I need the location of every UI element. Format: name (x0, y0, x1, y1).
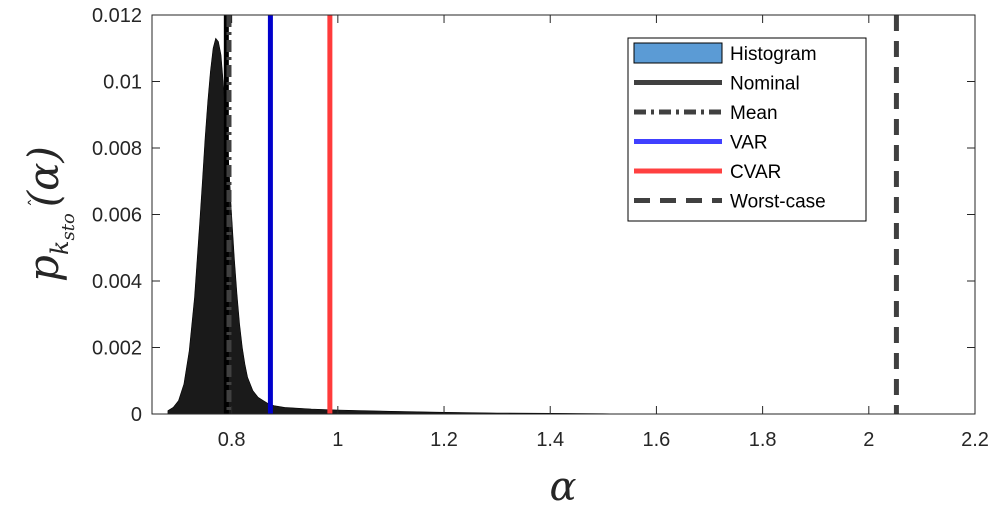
svg-text:pksto(α): pksto (α) (19, 146, 79, 282)
x-tick-label: 2 (863, 429, 874, 451)
y-label-arg: (α) (19, 146, 68, 207)
y-axis-label: pksto (α) ˆ (19, 146, 79, 282)
x-axis-label: α (549, 464, 576, 510)
legend-label-var: VAR (730, 133, 768, 154)
legend-label-histogram: Histogram (730, 44, 817, 65)
histogram-area (167, 37, 625, 415)
y-tick-label: 0.012 (92, 5, 142, 27)
plot-area: 0.8 1 1.2 1.4 1.6 1.8 2 2.2 0 0.002 0.004 0.006 0.0… (92, 5, 989, 451)
legend-box (627, 37, 867, 222)
legend-label-worst-case: Worst-case (730, 192, 826, 213)
y-tick-label: 0 (131, 404, 142, 426)
x-tick-label: 1 (332, 429, 343, 451)
y-tick-label: 0.004 (92, 271, 142, 293)
x-axis: 0.8 1 1.2 1.4 1.6 1.8 2 2.2 (218, 15, 989, 451)
y-tick-label: 0.008 (92, 138, 142, 160)
y-label-hat: k (46, 241, 74, 256)
y-label-base: p (19, 255, 68, 282)
legend-swatch-histogram (633, 42, 723, 64)
y-tick-label: 0.002 (92, 338, 142, 360)
y-tick-label: 0.006 (92, 205, 142, 227)
x-tick-label: 0.8 (218, 429, 246, 451)
x-tick-label: 1.2 (430, 429, 458, 451)
x-tick-label: 1.4 (536, 429, 564, 451)
y-axis: 0 0.002 0.004 0.006 0.008 0.01 0.012 (92, 5, 975, 426)
y-tick-label: 0.01 (103, 72, 142, 94)
x-tick-label: 1.8 (749, 429, 777, 451)
legend: Histogram Nominal Mean VAR CVAR Worst-case (627, 37, 867, 222)
y-label-hat-mark: ˆ (26, 198, 47, 207)
y-label-sub: sto (58, 213, 79, 240)
legend-label-nominal: Nominal (730, 74, 800, 95)
reference-lines (223, 15, 899, 414)
legend-label-cvar: CVAR (730, 162, 781, 183)
x-tick-label: 2.2 (961, 429, 989, 451)
legend-label-mean: Mean (730, 103, 778, 124)
x-tick-label: 1.6 (643, 429, 671, 451)
